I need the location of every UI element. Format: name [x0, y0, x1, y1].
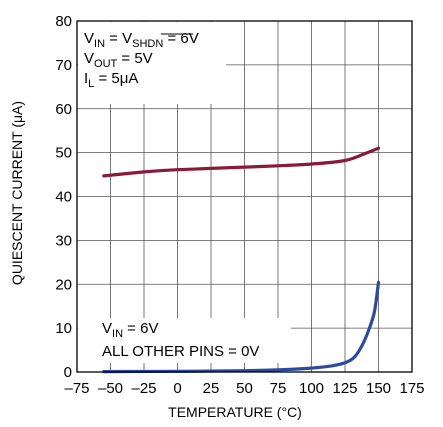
annotation-top-background-right [221, 22, 226, 69]
y-tick-label: 50 [55, 145, 72, 162]
annotation-top-line-2: VOUT = 5V [84, 50, 153, 70]
x-tick-label: 150 [366, 380, 391, 397]
series-line-1 [102, 146, 381, 178]
annotation-bottom-line-1: VIN = 6V [102, 320, 158, 340]
x-tick-label: 125 [332, 380, 357, 397]
x-tick-label: 175 [399, 380, 424, 397]
y-tick-label: 10 [55, 320, 72, 337]
series-line-2 [102, 280, 381, 374]
annotation-top-line-3: IL = 5μA [84, 70, 138, 90]
annotation-top-background [78, 22, 221, 104]
x-tick-label: 0 [173, 380, 181, 397]
y-tick-label: 30 [55, 232, 72, 249]
x-tick-labels: –75 –50 –25 0 25 50 75 100 125 150 175 [64, 380, 424, 397]
data-series [102, 146, 381, 374]
y-tick-label: 20 [55, 276, 72, 293]
annotation-bottom-background [78, 318, 291, 363]
plot-frame [76, 20, 413, 373]
x-tick-label: 25 [203, 380, 220, 397]
x-axis-label: TEMPERATURE (°C) [168, 404, 302, 420]
x-tick-label: –75 [64, 380, 89, 397]
y-tick-labels: 0 10 20 30 40 50 60 70 80 [55, 13, 72, 381]
x-tick-label: –50 [98, 380, 123, 397]
y-tick-label: 70 [55, 57, 72, 74]
x-tick-label: 75 [270, 380, 287, 397]
grid-lines [77, 21, 412, 372]
annotation-top-background-ext [78, 22, 186, 24]
y-tick-label: 80 [55, 13, 72, 30]
y-tick-label: 40 [55, 189, 72, 206]
annotation-backgrounds [78, 22, 291, 363]
annotation-bottom-line-2: ALL OTHER PINS = 0V [102, 343, 259, 360]
x-tick-label: –25 [131, 380, 156, 397]
x-tick-label: 50 [236, 380, 253, 397]
y-tick-label: 0 [64, 364, 72, 381]
y-axis-label: QUIESCENT CURRENT (μA) [9, 101, 25, 285]
y-tick-label: 60 [55, 101, 72, 118]
x-tick-label: 100 [299, 380, 324, 397]
